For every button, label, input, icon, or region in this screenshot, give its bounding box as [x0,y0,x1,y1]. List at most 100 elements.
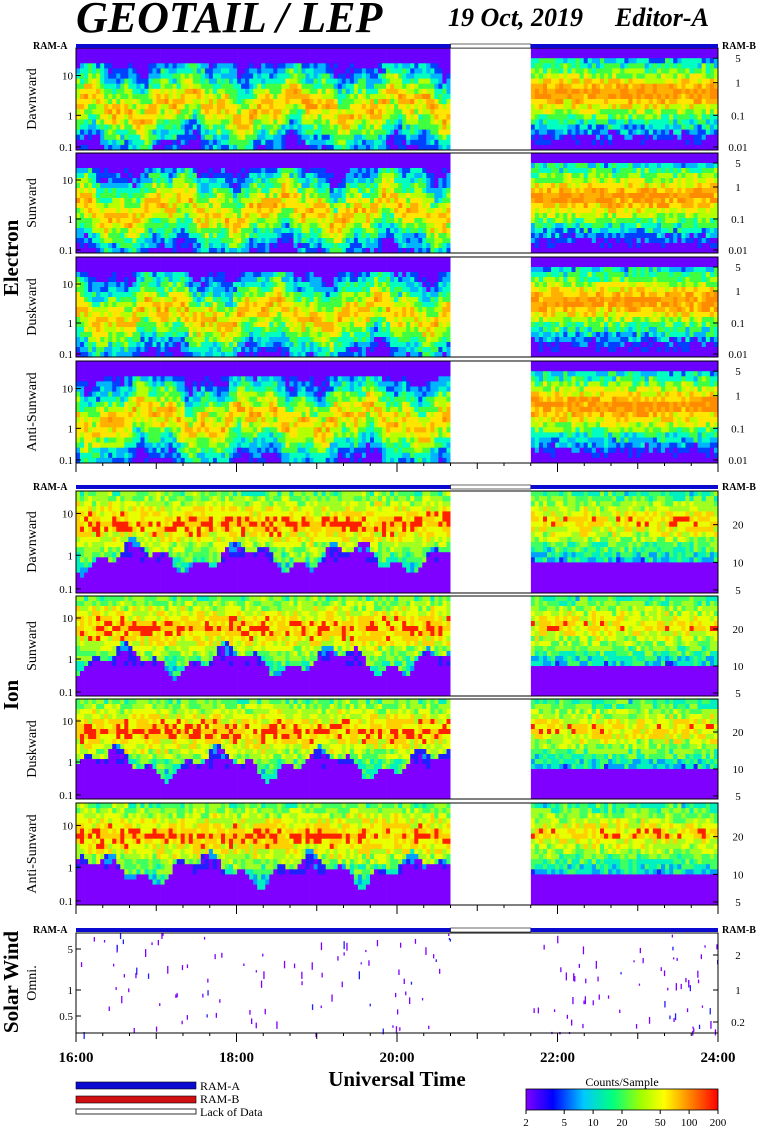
ram-right-label: RAM-B [722,925,756,936]
spectrogram-panels: Dawnward 10 1 0.1 5 1 0.1 0.01 Sunward 10 1 0.1 5 1 0.… [25,47,748,1039]
panel-solar-wind-omni.: Omni. 5 1 0.5 2 1 0.2 [25,932,745,1039]
colorbar: Counts/Sample 2 5 10 20 50 100 200 [523,1075,727,1128]
panel-ion-dawnward: Dawnward 10 1 0.1 20 10 5 [25,490,745,597]
left-tick-label: 10 [62,279,74,291]
lack-of-data-bar [450,43,532,49]
left-tick-label: 10 [62,716,74,728]
legend-label-ram-b: RAM-B [200,1092,239,1106]
right-tick-label: 0.1 [731,423,745,435]
colorbar-gradient [525,1088,719,1111]
left-tick-label: 10 [62,71,74,83]
ram-left-label: RAM-A [33,41,68,52]
right-tick-label: 5 [735,688,741,700]
left-tick-label: 10 [62,384,74,396]
left-tick-label: 1 [68,862,74,874]
colorbar-tick-label: 10 [588,1117,600,1128]
legend-swatch-lack-of-data [75,1108,197,1115]
panel-ylabel: Duskward [25,278,40,336]
right-tick-label: 0.01 [728,142,747,154]
panel-electron-duskward: Duskward 10 1 0.1 5 1 0.1 0.01 [25,256,748,361]
left-tick-label: 0.1 [59,455,73,467]
panel-ylabel: Dawnward [25,68,40,129]
left-tick-label: 5 [68,944,74,956]
left-tick-label: 10 [62,175,74,187]
right-tick-label: 1 [735,78,741,90]
legend-label-ram-a: RAM-A [200,1079,240,1093]
left-tick-label: 0.1 [59,896,73,908]
ram-left-label: RAM-A [33,925,68,936]
panel-ion-duskward: Duskward 10 1 0.1 20 10 5 [25,698,745,803]
figure-editor: Editor-A [614,3,709,32]
left-tick-label: 10 [62,820,74,832]
right-tick-label: 1 [735,182,741,194]
left-tick-label: 0.1 [59,584,73,596]
ram-left-label: RAM-A [33,482,68,493]
left-tick-label: 0.1 [59,687,73,699]
figure-date: 19 Oct, 2019 [448,3,583,32]
left-tick-label: 10 [62,613,74,625]
right-tick-label: 10 [733,661,745,673]
panel-electron-dawnward: Dawnward 10 1 0.1 5 1 0.1 0.01 [25,47,748,154]
panel-ylabel: Sunward [25,621,40,671]
ram-a-bar [530,485,718,489]
x-tick-label: 18:00 [219,1050,254,1066]
ram-a-bar [76,44,451,48]
left-tick-label: 1 [68,423,74,435]
group-label-electron: Electron [0,219,23,296]
ram-a-bar [530,44,718,48]
colorbar-title: Counts/Sample [585,1075,658,1089]
legend-swatch-ram-a [75,1081,197,1090]
right-tick-label: 5 [735,897,741,909]
panel-ylabel: Anti-Sunward [25,372,40,451]
colorbar-tick-label: 100 [681,1117,698,1128]
right-tick-label: 20 [733,624,745,636]
left-tick-label: 0.1 [59,349,73,361]
right-tick-label: 0.01 [728,349,747,361]
right-tick-label: 10 [733,869,745,881]
panel-electron-anti-sunward: Anti-Sunward 10 1 0.1 5 1 0.1 0.01 [25,360,748,467]
right-tick-label: 10 [733,557,745,569]
right-tick-label: 1 [735,286,741,298]
left-tick-label: 1 [68,985,74,997]
panel-ylabel: Omni. [25,965,40,1000]
left-tick-label: 0.1 [59,245,73,257]
left-tick-label: 1 [68,110,74,122]
x-tick-label: 16:00 [59,1050,94,1066]
ram-labels: RAM-A RAM-B RAM-A RAM-B RAM-A RAM-B [33,41,756,936]
left-tick-label: 0.1 [59,790,73,802]
ram-right-label: RAM-B [722,482,756,493]
right-tick-label: 0.1 [731,110,745,122]
ram-a-bar [530,928,718,932]
ram-legend: RAM-A RAM-B Lack of Data [75,1079,263,1119]
right-tick-label: 0.1 [731,318,745,330]
left-tick-label: 1 [68,654,74,666]
right-tick-label: 5 [735,791,741,803]
legend-label-lack-of-data: Lack of Data [200,1105,263,1119]
colorbar-tick-label: 5 [561,1117,567,1128]
left-tick-label: 1 [68,550,74,562]
colorbar-tick-label: 50 [655,1117,667,1128]
figure-title: GEOTAIL / LEP [76,0,384,42]
ram-a-bar [76,485,451,489]
right-tick-label: 1 [735,391,741,403]
right-tick-label: 5 [735,53,741,65]
right-tick-label: 5 [735,158,741,170]
panel-ylabel: Dawnward [25,511,40,572]
right-tick-label: 20 [733,727,745,739]
colorbar-tick-label: 2 [523,1117,529,1128]
x-tick-label: 24:00 [701,1050,736,1066]
panel-ylabel: Duskward [25,720,40,778]
lack-of-data-bar [450,484,532,490]
panel-ylabel: Anti-Sunward [25,814,40,893]
colorbar-tick-label: 200 [710,1117,727,1128]
x-axis-label: Universal Time [328,1067,465,1091]
panel-ion-sunward: Sunward 10 1 0.1 20 10 5 [25,595,745,700]
right-tick-label: 0.2 [731,1017,745,1029]
legend-swatch-ram-b [75,1095,197,1104]
right-tick-label: 0.1 [731,214,745,226]
x-tick-label: 20:00 [380,1050,415,1066]
left-tick-label: 1 [68,757,74,769]
right-tick-label: 20 [733,520,745,532]
left-tick-label: 1 [68,214,74,226]
left-tick-label: 1 [68,318,74,330]
